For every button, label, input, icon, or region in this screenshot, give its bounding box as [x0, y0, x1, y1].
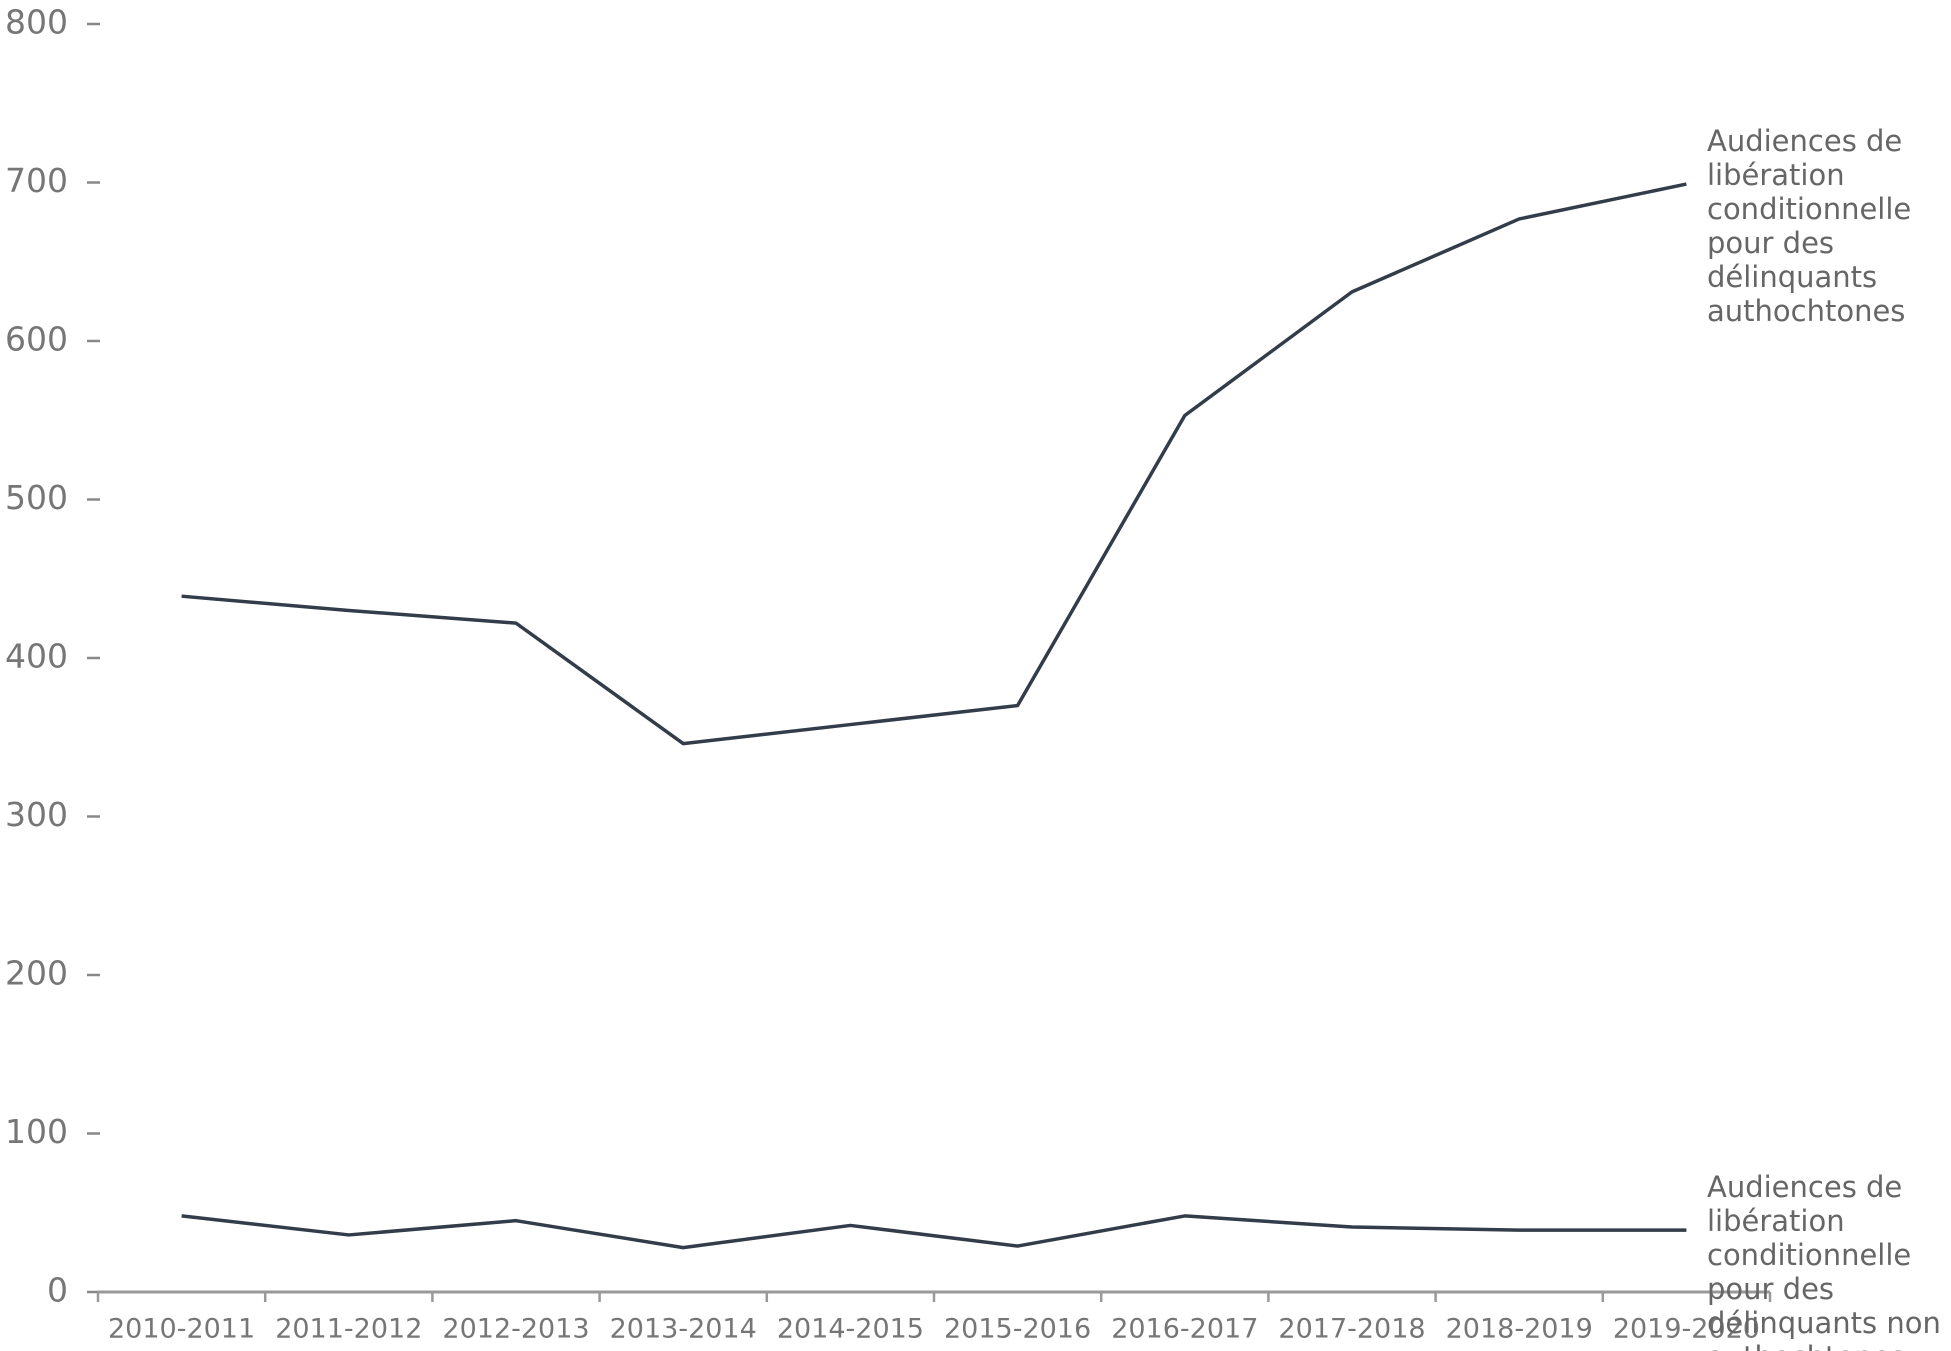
- x-tick-label: 2018-2019: [1446, 1314, 1593, 1345]
- x-tick-label: 2016-2017: [1111, 1314, 1258, 1345]
- x-tick-label: 2017-2018: [1278, 1314, 1425, 1345]
- x-tick-label: 2014-2015: [777, 1314, 924, 1345]
- x-tick-label: 2019-2020: [1613, 1314, 1760, 1345]
- y-tick-label: 800: [5, 3, 68, 42]
- y-tick-label: 300: [5, 795, 68, 834]
- y-tick-label: 0: [47, 1271, 68, 1310]
- series-label: Audiences de libération conditionnelle p…: [1707, 124, 1912, 329]
- x-tick-label: 2011-2012: [275, 1314, 422, 1345]
- series-line: [181, 182, 1687, 746]
- y-tick-label: 600: [5, 320, 68, 359]
- series-line: [181, 1214, 1687, 1250]
- y-tick-label: 500: [5, 478, 68, 517]
- y-tick-label: 200: [5, 954, 68, 993]
- x-tick-label: 2015-2016: [944, 1314, 1091, 1345]
- y-tick-label: 700: [5, 161, 68, 200]
- x-tick-label: 2010-2011: [108, 1314, 255, 1345]
- series-label: Audiences de libération conditionnelle p…: [1707, 1170, 1941, 1351]
- x-tick-label: 2013-2014: [610, 1314, 757, 1345]
- y-tick-label: 100: [5, 1112, 68, 1151]
- x-tick-label: 2012-2013: [442, 1314, 589, 1345]
- y-tick-label: 400: [5, 637, 68, 676]
